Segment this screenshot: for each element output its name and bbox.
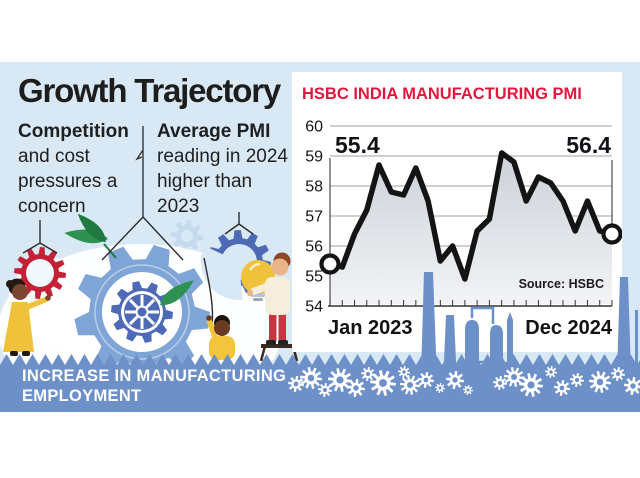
svg-text:56: 56: [305, 239, 323, 256]
callout-average-pmi: Average PMI reading in 2024 higher than …: [157, 119, 295, 219]
large-gear-icon: [74, 245, 211, 380]
callout-average-pmi-rest: reading in 2024 higher than 2023: [157, 146, 288, 217]
chart-series: [319, 150, 623, 306]
banner-text: INCREASE IN MANUFACTURING EMPLOYMENT: [22, 367, 287, 405]
svg-text:54: 54: [305, 299, 323, 316]
svg-text:57: 57: [305, 209, 323, 226]
x-axis-start-label: Jan 2023: [328, 317, 413, 339]
svg-text:60: 60: [305, 119, 323, 136]
svg-text:55: 55: [305, 269, 323, 286]
chart-source: Source: HSBC: [519, 277, 604, 291]
red-gear-icon: [14, 247, 66, 299]
callout-competition-bold: Competition: [18, 121, 129, 142]
chart-title: HSBC INDIA MANUFACTURING PMI: [302, 85, 582, 103]
chart-ytick-labels: 60 59 58 57 56 55 54: [305, 119, 323, 316]
x-axis-end-label: Dec 2024: [525, 317, 613, 339]
callout-competition: Competition and cost pressures a concern: [18, 119, 145, 219]
pmi-chart-panel: HSBC INDIA MANUFACTURING PMI 60 59 58 57 56 5…: [292, 72, 623, 352]
worker-left: [3, 278, 51, 356]
callout-average-pmi-bold: Average PMI: [157, 121, 271, 142]
worker-on-stool: [246, 252, 299, 362]
svg-text:59: 59: [305, 149, 323, 166]
watermark-gear-icon: [171, 220, 203, 252]
svg-text:58: 58: [305, 179, 323, 196]
chart-axis: [328, 300, 613, 307]
pmi-chart: HSBC INDIA MANUFACTURING PMI 60 59 58 57 56 5…: [302, 85, 623, 339]
leaf-icons: [64, 213, 194, 306]
page-title: Growth Trajectory: [18, 72, 281, 109]
callout-divider-line: [135, 126, 144, 217]
hanging-string-icons: [22, 212, 254, 327]
end-value-label: 56.4: [566, 132, 611, 158]
start-value-label: 55.4: [335, 132, 380, 158]
callout-competition-rest: and cost pressures a concern: [18, 146, 118, 217]
